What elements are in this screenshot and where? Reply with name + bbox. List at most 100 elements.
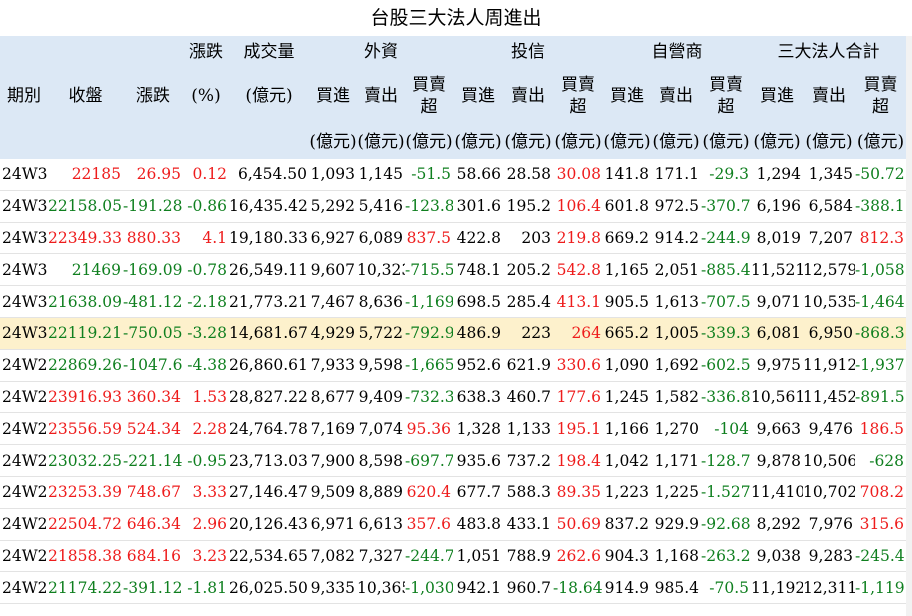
value-cell: 646.34 [126, 515, 181, 534]
period-cell: 24W33 [2, 228, 48, 247]
value-cell: 7,169 [310, 419, 355, 438]
value-cell: -92.68 [701, 515, 751, 534]
header-volume-unit: (億元) [229, 68, 309, 124]
value-cell: 5,722 [357, 317, 405, 350]
table-row: 24W2922869.26-1047.67-4.3826,860.617,933… [0, 349, 907, 382]
institutional-flow-table: 漲跌 成交量 外資 投信 自營商 三大法人合計 期別 收盤 漲跌 (%) (億元… [0, 36, 907, 604]
value-cell: -245.4 [855, 546, 905, 565]
value-cell: 1,692 [654, 356, 700, 375]
value-cell: 26,549.11 [229, 260, 308, 279]
value-cell: 972.5 [654, 197, 700, 216]
value-cell: 21,773.21 [229, 292, 308, 311]
value-cell: 195.1 [556, 419, 602, 438]
value-cell: -1,937 [855, 356, 905, 375]
value-cell: 9,975 [756, 356, 802, 375]
value-cell: -29.3 [709, 165, 750, 184]
value-cell: 8,019 [756, 228, 802, 247]
value-cell: 11,912 [803, 356, 856, 375]
value-cell: 330.6 [556, 356, 602, 375]
header-unit: (億元) [751, 124, 804, 159]
value-cell: 285.4 [506, 292, 552, 311]
scrollbar-track[interactable] [906, 36, 912, 616]
value-cell: 1,165 [604, 260, 650, 279]
value-cell: 422.8 [456, 228, 502, 247]
header-unit: (億元) [553, 124, 604, 159]
value-cell: 198.4 [556, 451, 602, 470]
value-cell: 524.34 [126, 419, 181, 438]
value-cell: 952.6 [456, 356, 502, 375]
value-cell: -391.12 [123, 578, 183, 597]
net-line2: 超 [872, 97, 890, 117]
value-cell: 8,292 [756, 515, 802, 534]
value-cell: 89.35 [556, 483, 602, 502]
value-cell: -1,169 [405, 292, 454, 311]
header-unit: (億元) [603, 124, 652, 159]
value-cell: -891.5 [855, 387, 905, 406]
period-cell: 24W30 [0, 317, 48, 350]
value-cell: 21469 [71, 260, 121, 279]
value-cell: 14,681.67 [229, 317, 309, 350]
value-cell: 186.5 [859, 419, 905, 438]
value-cell: 21858.38 [48, 546, 122, 565]
value-cell: 665.2 [603, 317, 652, 350]
value-cell: -1047.67 [123, 356, 183, 375]
period-cell: 24W35 [2, 165, 48, 184]
table-row: 24W2221174.22-391.12-1.8126,025.509,3351… [0, 572, 907, 604]
value-cell: -191.28 [123, 197, 183, 216]
value-cell: 58.66 [456, 165, 502, 184]
header-blank [0, 124, 48, 159]
value-cell: 21174.22 [48, 578, 122, 597]
value-cell: 9,509 [310, 483, 355, 502]
value-cell: 483.8 [456, 515, 502, 534]
value-cell: -481.12 [123, 292, 183, 311]
value-cell: 23916.93 [48, 387, 122, 406]
value-cell: 2.96 [192, 515, 227, 534]
value-cell: 20,126.43 [229, 515, 308, 534]
value-cell: -628 [869, 451, 905, 470]
value-cell: -244.9 [701, 228, 751, 247]
value-cell: 9,878 [756, 451, 802, 470]
value-cell: -18.64 [553, 578, 603, 597]
value-cell: -0.95 [187, 451, 227, 470]
value-cell: 27,146.47 [229, 483, 308, 502]
value-cell: 1,613 [654, 292, 700, 311]
value-cell: 1,005 [651, 317, 702, 350]
value-cell: 50.69 [556, 515, 602, 534]
value-cell: 1,345 [808, 165, 854, 184]
value-cell: -885.4 [701, 260, 751, 279]
value-cell: 1,245 [604, 387, 650, 406]
value-cell: 684.16 [126, 546, 181, 565]
value-cell: 26,860.61 [229, 356, 308, 375]
value-cell: 2.28 [192, 419, 227, 438]
value-cell: 30.08 [556, 165, 602, 184]
header-row-1: 漲跌 成交量 外資 投信 自營商 三大法人合計 [0, 36, 907, 68]
value-cell: 315.6 [859, 515, 905, 534]
value-cell: 12,579 [803, 260, 856, 279]
value-cell: 22349.33 [48, 228, 122, 247]
header-close: 收盤 [48, 68, 123, 124]
period-cell: 24W25 [2, 483, 48, 502]
value-cell: 21638.09 [48, 292, 122, 311]
header-row-3: (億元) (億元) (億元) (億元) (億元) (億元) (億元) (億元) … [0, 124, 907, 159]
value-cell: 837.2 [604, 515, 650, 534]
value-cell: -1,665 [405, 356, 454, 375]
net-line1: 買賣 [561, 75, 596, 95]
value-cell: 1,166 [604, 419, 650, 438]
value-cell: 904.3 [604, 546, 650, 565]
header-change-pct-unit: (%) [183, 68, 229, 124]
period-cell: 24W27 [2, 419, 48, 438]
period-cell: 24W28 [2, 387, 48, 406]
value-cell: -339.3 [701, 317, 752, 350]
value-cell: 880.33 [126, 228, 181, 247]
value-cell: 28,827.22 [229, 387, 308, 406]
value-cell: 22158.05 [48, 197, 122, 216]
header-total-buy: 買進 [751, 68, 804, 124]
value-cell: -697.7 [405, 451, 454, 470]
value-cell: 26,025.50 [229, 578, 308, 597]
header-foreign-sell: 賣出 [357, 68, 405, 124]
